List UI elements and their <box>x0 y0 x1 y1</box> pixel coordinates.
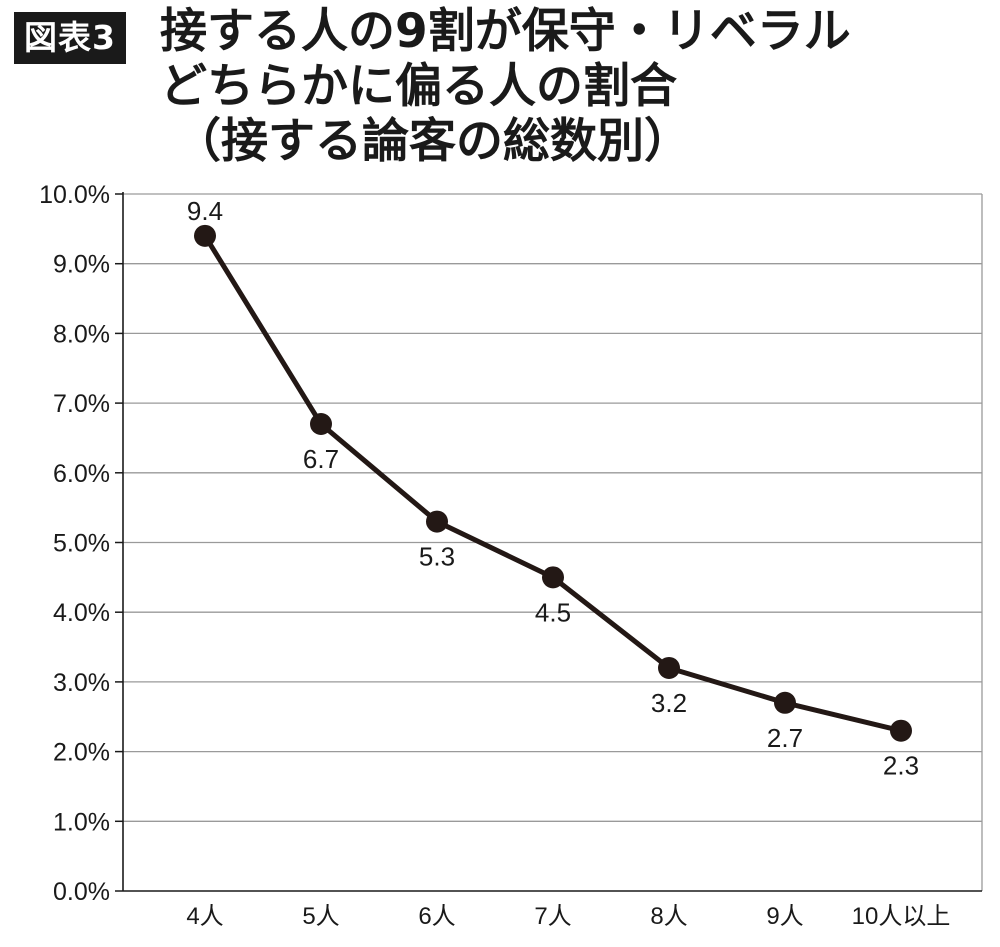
x-tick-label: 8人 <box>650 903 687 930</box>
y-tick-label: 8.0% <box>53 320 110 348</box>
series-line <box>202 234 902 734</box>
data-point <box>774 691 796 714</box>
data-points <box>194 224 912 742</box>
data-label: 2.3 <box>883 751 919 781</box>
figure-number-badge: 図表3 <box>14 12 126 64</box>
chart-title-line-1: 接する人の9割が保守・リベラル <box>160 4 851 59</box>
y-tick-label: 7.0% <box>53 390 110 418</box>
axes <box>115 192 982 892</box>
data-label: 9.4 <box>187 196 223 226</box>
data-label: 4.5 <box>535 597 571 627</box>
data-labels: 9.4 6.7 5.3 4.5 3.2 2.7 2.3 <box>187 196 919 781</box>
data-point <box>542 566 564 589</box>
x-tick-label: 10人以上 <box>852 903 951 930</box>
x-tick-label: 5人 <box>302 903 339 930</box>
data-label: 5.3 <box>419 542 455 572</box>
chart-title-line-3: （接する論客の総数別） <box>174 114 691 169</box>
data-point <box>310 413 332 436</box>
y-tick-label: 0.0% <box>53 878 110 906</box>
y-tick-label: 2.0% <box>53 739 110 767</box>
y-tick-label: 10.0% <box>39 181 110 209</box>
data-point <box>890 719 912 742</box>
series-line-path <box>202 234 902 734</box>
y-tick-label: 5.0% <box>53 530 110 558</box>
x-tick-label: 9人 <box>766 903 803 930</box>
chart-title: 接する人の9割が保守・リベラル どちらかに偏る人の割合 （接する論客の総数別） <box>160 4 990 169</box>
x-axis-tick-labels: 4人 5人 6人 7人 8人 9人 10人以上 <box>186 903 950 930</box>
x-tick-label: 6人 <box>418 903 455 930</box>
y-tick-label: 4.0% <box>53 599 110 627</box>
y-axis-tick-labels: 0.0% 1.0% 2.0% 3.0% 4.0% 5.0% 6.0% 7.0% 8.0% 9.0%… <box>39 181 110 906</box>
x-tick-label: 7人 <box>534 903 571 930</box>
gridlines <box>123 193 983 891</box>
data-label: 6.7 <box>303 444 339 474</box>
data-label: 2.7 <box>767 723 803 753</box>
data-point <box>194 224 216 247</box>
data-point <box>658 656 680 679</box>
data-label: 3.2 <box>651 688 687 718</box>
y-tick-label: 6.0% <box>53 460 110 488</box>
y-tick-label: 9.0% <box>53 251 110 279</box>
chart-title-line-2: どちらかに偏る人の割合 <box>160 59 677 114</box>
y-tick-label: 3.0% <box>53 669 110 697</box>
x-tick-label: 4人 <box>186 903 223 930</box>
y-tick-label: 1.0% <box>53 808 110 836</box>
data-point <box>426 510 448 533</box>
